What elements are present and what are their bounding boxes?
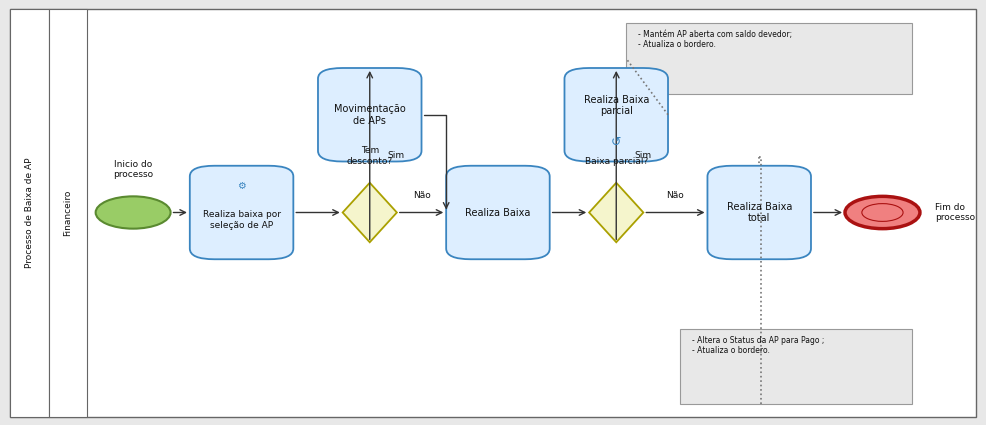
Text: Realiza Baixa: Realiza Baixa (465, 207, 530, 218)
Text: Sim: Sim (387, 150, 404, 160)
Text: - Mantém AP aberta com saldo devedor;
- Atualiza o bordero.: - Mantém AP aberta com saldo devedor; - … (638, 30, 792, 49)
FancyBboxPatch shape (10, 8, 49, 416)
Text: Processo de Baixa de AP: Processo de Baixa de AP (25, 157, 35, 268)
Circle shape (96, 196, 171, 229)
Circle shape (845, 196, 920, 229)
Text: ↺: ↺ (611, 136, 621, 149)
FancyBboxPatch shape (10, 8, 976, 416)
Text: Inicio do
processo: Inicio do processo (113, 160, 153, 179)
FancyBboxPatch shape (564, 68, 669, 162)
Text: Sim: Sim (634, 150, 651, 160)
Text: - Altera o Status da AP para Pago ;
- Atualiza o bordero.: - Altera o Status da AP para Pago ; - At… (692, 336, 824, 355)
Text: ⚙: ⚙ (238, 181, 246, 191)
Text: Realiza Baixa
parcial: Realiza Baixa parcial (584, 95, 649, 116)
FancyBboxPatch shape (49, 8, 87, 416)
Polygon shape (590, 183, 643, 242)
Polygon shape (343, 183, 396, 242)
Text: Baixa parcial?: Baixa parcial? (585, 157, 648, 166)
FancyBboxPatch shape (680, 329, 912, 404)
Text: Movimentação
de APs: Movimentação de APs (334, 104, 405, 125)
Text: Tem
desconto?: Tem desconto? (347, 146, 392, 166)
Text: Fim do
processo: Fim do processo (935, 203, 975, 222)
Text: Financeiro: Financeiro (63, 189, 73, 236)
FancyBboxPatch shape (708, 166, 810, 259)
Text: Não: Não (412, 191, 431, 200)
FancyBboxPatch shape (317, 68, 422, 162)
Text: Realiza baixa por
seleção de AP: Realiza baixa por seleção de AP (202, 210, 281, 230)
Text: Realiza Baixa
total: Realiza Baixa total (727, 202, 792, 223)
FancyBboxPatch shape (446, 166, 550, 259)
Circle shape (862, 204, 903, 221)
FancyBboxPatch shape (626, 23, 912, 94)
Text: Não: Não (667, 191, 684, 200)
FancyBboxPatch shape (189, 166, 294, 259)
